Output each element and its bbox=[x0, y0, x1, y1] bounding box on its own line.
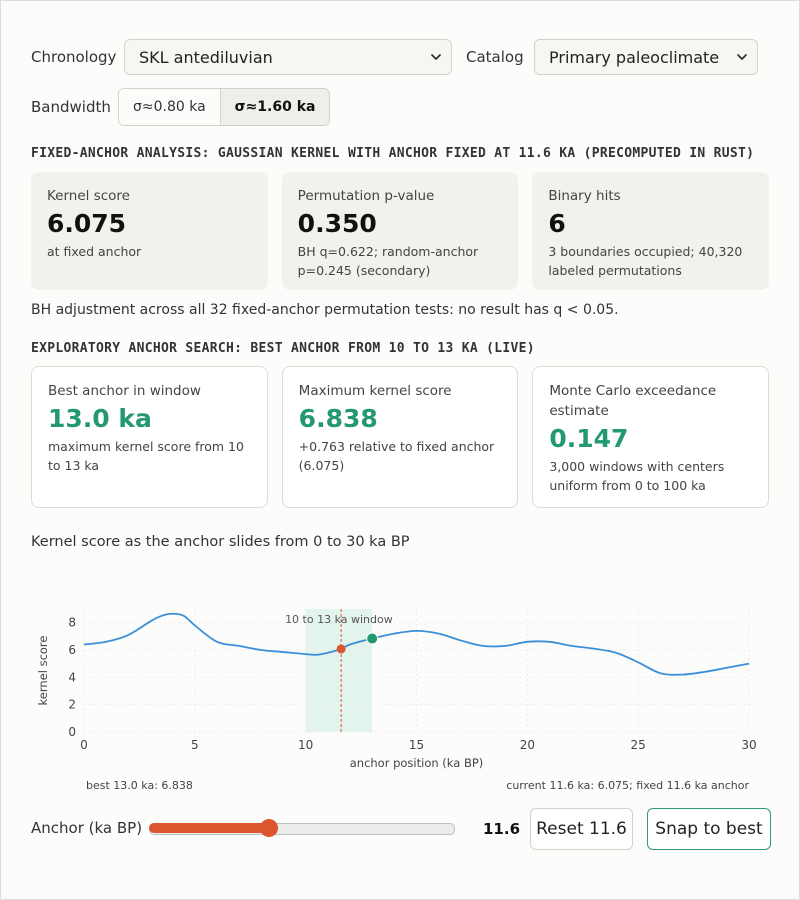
fixed-anchor-point bbox=[336, 644, 346, 654]
binary-hits-card: Binary hits 6 3 boundaries occupied; 40,… bbox=[532, 172, 770, 290]
x-tick-label: 30 bbox=[741, 738, 756, 752]
y-tick-label: 4 bbox=[68, 670, 76, 684]
catalog-select[interactable]: Primary paleoclimate bbox=[534, 39, 758, 75]
max-kernel-card: Maximum kernel score 6.838 +0.763 relati… bbox=[281, 366, 519, 508]
best-footer-label: best 13.0 ka: 6.838 bbox=[86, 779, 193, 792]
selector-row: Chronology SKL antediluvian Catalog Prim… bbox=[31, 39, 769, 75]
card-sub: at fixed anchor bbox=[47, 244, 142, 259]
bandwidth-label: Bandwidth bbox=[31, 98, 111, 116]
card-sub: 3,000 windows with centers uniform from … bbox=[549, 459, 725, 493]
kernel-score-chart: 10 to 13 ka window 0 2 4 6 8 0 5 10 15 20 25 30 ancho… bbox=[36, 609, 757, 792]
chronology-value: SKL antediluvian bbox=[139, 47, 273, 67]
chevron-down-icon bbox=[737, 54, 747, 60]
x-tick-label: 0 bbox=[80, 738, 88, 752]
x-tick-label: 20 bbox=[520, 738, 535, 752]
reset-button[interactable]: Reset 11.6 bbox=[530, 808, 633, 850]
y-tick-label: 2 bbox=[68, 698, 76, 712]
y-tick-label: 6 bbox=[68, 643, 76, 657]
fixed-anchor-title: FIXED-ANCHOR ANALYSIS: GAUSSIAN KERNEL W… bbox=[31, 146, 755, 161]
chronology-select[interactable]: SKL antediluvian bbox=[124, 39, 452, 75]
bandwidth-option-0-8[interactable]: σ≈0.80 ka bbox=[119, 89, 220, 125]
card-label: Maximum kernel score bbox=[298, 383, 452, 399]
card-value: 6 bbox=[548, 209, 566, 238]
slider-fill bbox=[149, 823, 269, 833]
monte-carlo-card: Monte Carlo exceedance estimate 0.147 3,… bbox=[532, 366, 770, 508]
card-label: Best anchor in window bbox=[48, 383, 201, 399]
card-sub: 3 boundaries occupied; 40,320 labeled pe… bbox=[548, 244, 743, 278]
y-tick-label: 0 bbox=[68, 725, 76, 739]
x-tick-label: 15 bbox=[409, 738, 424, 752]
card-value: 6.838 bbox=[298, 404, 378, 433]
card-label: Binary hits bbox=[548, 188, 621, 204]
card-value: 0.350 bbox=[297, 209, 377, 238]
anchor-window-band bbox=[305, 609, 373, 732]
card-value: 13.0 ka bbox=[48, 404, 152, 433]
card-value: 6.075 bbox=[47, 209, 127, 238]
x-tick-label: 10 bbox=[298, 738, 313, 752]
bh-note: BH adjustment across all 32 fixed-anchor… bbox=[31, 302, 619, 318]
kernel-score-card: Kernel score 6.075 at fixed anchor bbox=[31, 172, 268, 290]
current-footer-label: current 11.6 ka: 6.075; fixed 11.6 ka an… bbox=[506, 779, 749, 792]
y-axis-label: kernel score bbox=[36, 636, 50, 706]
y-tick-label: 8 bbox=[68, 616, 76, 630]
card-label: Kernel score bbox=[47, 188, 130, 204]
x-tick-label: 5 bbox=[191, 738, 199, 752]
best-anchor-card: Best anchor in window 13.0 ka maximum ke… bbox=[31, 366, 268, 508]
window-label: 10 to 13 ka window bbox=[285, 613, 393, 626]
chart-title: Kernel score as the anchor slides from 0… bbox=[31, 534, 410, 550]
chronology-label: Chronology bbox=[31, 48, 117, 66]
card-label: Permutation p-value bbox=[297, 188, 435, 204]
x-axis-label: anchor position (ka BP) bbox=[350, 756, 484, 770]
anchor-slider[interactable] bbox=[149, 817, 455, 839]
card-sub: BH q=0.622; random-anchor p=0.245 (secon… bbox=[297, 244, 479, 278]
anchor-value: 11.6 bbox=[483, 820, 521, 838]
card-value: 0.147 bbox=[549, 424, 629, 453]
chevron-down-icon bbox=[431, 54, 441, 60]
snap-to-best-button[interactable]: Snap to best bbox=[647, 808, 771, 850]
exploratory-title: EXPLORATORY ANCHOR SEARCH: BEST ANCHOR F… bbox=[31, 341, 535, 356]
slider-thumb[interactable] bbox=[259, 819, 278, 837]
permutation-p-card: Permutation p-value 0.350 BH q=0.622; ra… bbox=[281, 172, 519, 290]
catalog-label: Catalog bbox=[466, 48, 524, 66]
anchor-label: Anchor (ka BP) bbox=[31, 819, 143, 837]
card-label: Monte Carlo exceedance estimate bbox=[549, 383, 717, 419]
card-sub: maximum kernel score from 10 to 13 ka bbox=[48, 439, 244, 473]
exploratory-cards: Best anchor in window 13.0 ka maximum ke… bbox=[31, 366, 770, 508]
fixed-anchor-cards: Kernel score 6.075 at fixed anchor Permu… bbox=[31, 172, 770, 290]
bandwidth-option-1-6[interactable]: σ≈1.60 ka bbox=[219, 89, 330, 125]
x-tick-label: 25 bbox=[631, 738, 646, 752]
bandwidth-toggle: σ≈0.80 ka σ≈1.60 ka bbox=[118, 88, 331, 126]
catalog-value: Primary paleoclimate bbox=[549, 47, 720, 67]
bandwidth-row: Bandwidth σ≈0.80 ka σ≈1.60 ka bbox=[31, 88, 769, 126]
card-sub: +0.763 relative to fixed anchor (6.075) bbox=[298, 439, 495, 473]
best-anchor-point bbox=[366, 632, 379, 645]
